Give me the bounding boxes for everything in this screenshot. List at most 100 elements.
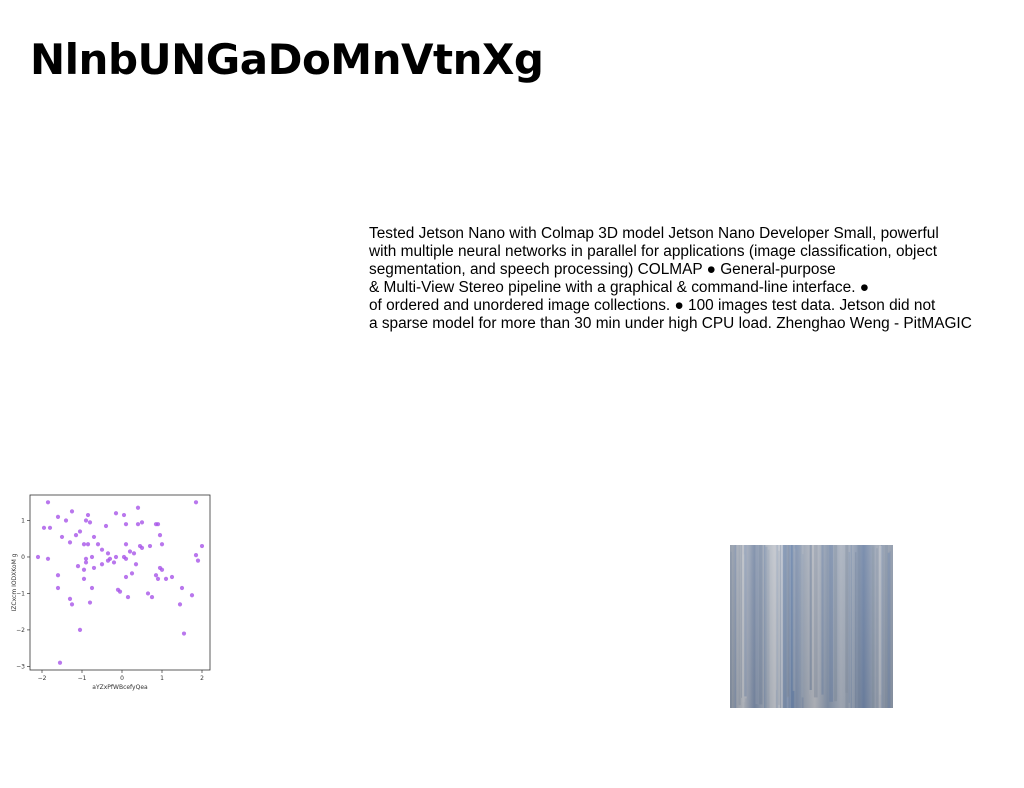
scatter-point	[56, 573, 60, 577]
plot-frame	[30, 495, 210, 670]
y-tick-label: −3	[16, 663, 25, 670]
scatter-point	[68, 540, 72, 544]
scatter-point	[42, 526, 46, 530]
scatter-point	[124, 542, 128, 546]
scatter-point	[140, 546, 144, 550]
scatter-point	[104, 524, 108, 528]
y-axis-label: IZCxcm IODXKoM g	[11, 553, 18, 611]
scatter-point	[148, 544, 152, 548]
scatter-point	[180, 586, 184, 590]
scatter-point	[84, 557, 88, 561]
scatter-point	[114, 555, 118, 559]
scatter-point	[124, 557, 128, 561]
texture-image	[730, 545, 893, 708]
scatter-point	[76, 564, 80, 568]
scatter-point	[156, 522, 160, 526]
scatter-plot: −2 −1 0 1 2 −3 −2 −1 0 1 aYZxPfWBcefyQea IZCxcm IOD…	[8, 490, 218, 700]
page-title: NlnbUNGaDoMnVtnXg	[30, 30, 543, 90]
scatter-point	[136, 522, 140, 526]
scatter-point	[132, 551, 136, 555]
scatter-plot-figure: −2 −1 0 1 2 −3 −2 −1 0 1 aYZxPfWBcefyQea IZCxcm IOD…	[8, 490, 218, 700]
scatter-point	[88, 600, 92, 604]
scatter-point	[92, 535, 96, 539]
texture-image-icon	[730, 545, 893, 708]
scatter-point	[78, 628, 82, 632]
x-axis-label: aYZxPfWBcefyQea	[92, 684, 148, 691]
scatter-point	[82, 577, 86, 581]
scatter-point	[82, 542, 86, 546]
scatter-point	[46, 557, 50, 561]
scatter-point	[118, 590, 122, 594]
x-tick-label: 1	[160, 675, 164, 682]
scatter-point	[158, 533, 162, 537]
scatter-point	[154, 573, 158, 577]
scatter-point	[100, 562, 104, 566]
body-line: with multiple neural networks in paralle…	[369, 243, 1019, 261]
scatter-point	[36, 555, 40, 559]
scatter-point	[90, 586, 94, 590]
y-tick-label: 1	[21, 518, 25, 525]
y-tick-label: −2	[16, 627, 25, 634]
scatter-point	[48, 526, 52, 530]
x-tick-label: 2	[200, 675, 204, 682]
scatter-point	[56, 515, 60, 519]
scatter-point	[56, 586, 60, 590]
scatter-point	[46, 500, 50, 504]
scatter-point	[146, 591, 150, 595]
scatter-point	[82, 568, 86, 572]
scatter-point	[190, 593, 194, 597]
scatter-point	[74, 533, 78, 537]
scatter-point	[84, 518, 88, 522]
scatter-point	[68, 597, 72, 601]
scatter-point	[200, 544, 204, 548]
y-tick-label: 0	[21, 554, 25, 561]
scatter-point	[112, 560, 116, 564]
scatter-point	[58, 661, 62, 665]
scatter-point	[156, 577, 160, 581]
scatter-point	[60, 535, 64, 539]
scatter-point	[88, 520, 92, 524]
body-line: segmentation, and speech processing) COL…	[369, 261, 1019, 279]
scatter-point	[124, 575, 128, 579]
x-tick-label: 0	[120, 675, 124, 682]
body-line: & Multi-View Stereo pipeline with a grap…	[369, 279, 1019, 297]
scatter-point	[84, 560, 88, 564]
scatter-point	[96, 542, 100, 546]
scatter-point	[70, 602, 74, 606]
scatter-point	[194, 553, 198, 557]
scatter-point	[114, 511, 118, 515]
x-tick-label: −2	[38, 675, 47, 682]
scatter-point	[194, 500, 198, 504]
scatter-point	[182, 631, 186, 635]
scatter-point	[124, 522, 128, 526]
scatter-point	[90, 555, 94, 559]
scatter-point	[64, 518, 68, 522]
scatter-point	[128, 549, 132, 553]
scatter-point	[126, 595, 130, 599]
scatter-point	[100, 548, 104, 552]
scatter-point	[160, 542, 164, 546]
body-line: Tested Jetson Nano with Colmap 3D model …	[369, 225, 1019, 243]
scatter-point	[122, 513, 126, 517]
scatter-point	[106, 559, 110, 563]
body-paragraph: Tested Jetson Nano with Colmap 3D model …	[369, 225, 1019, 333]
x-tick-label: −1	[78, 675, 87, 682]
scatter-point	[86, 542, 90, 546]
scatter-point	[106, 551, 110, 555]
scatter-point	[136, 506, 140, 510]
body-line: of ordered and unordered image collectio…	[369, 297, 1019, 315]
scatter-point	[78, 529, 82, 533]
scatter-point	[130, 571, 134, 575]
scatter-point	[86, 513, 90, 517]
scatter-point	[170, 575, 174, 579]
scatter-point	[150, 595, 154, 599]
scatter-point	[160, 568, 164, 572]
scatter-point	[92, 566, 96, 570]
scatter-point	[140, 520, 144, 524]
scatter-point	[196, 559, 200, 563]
scatter-point	[178, 602, 182, 606]
scatter-point	[70, 509, 74, 513]
scatter-point	[134, 562, 138, 566]
scatter-point	[164, 577, 168, 581]
body-line: a sparse model for more than 30 min unde…	[369, 315, 1019, 333]
